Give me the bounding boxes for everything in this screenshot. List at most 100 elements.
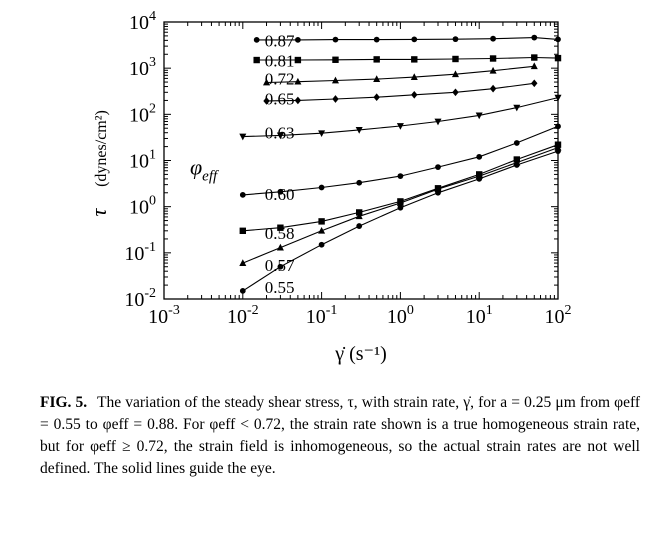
x-tick-label: 10-2 — [227, 303, 259, 328]
x-tick-label: 101 — [466, 303, 493, 328]
data-point — [531, 34, 538, 41]
series-label-0.81: 0.81 — [265, 52, 295, 71]
x-tick-label: 10-3 — [148, 303, 180, 328]
data-point — [263, 78, 271, 86]
data-point — [276, 243, 284, 251]
data-point — [318, 226, 326, 234]
x-axis-label: γ̇ (s⁻¹) — [334, 343, 387, 365]
y-tick-label: 103 — [129, 55, 156, 80]
x-tick-label: 100 — [387, 303, 414, 328]
data-point — [554, 94, 562, 102]
data-point — [277, 263, 284, 270]
data-point — [294, 56, 302, 64]
y-axis-label-units: (dynes/cm²) — [93, 110, 110, 187]
y-tick-label: 102 — [129, 101, 156, 126]
y-tick-label: 10-1 — [124, 240, 156, 265]
caption-text: The variation of the steady shear stress… — [40, 394, 640, 477]
series-label-0.72: 0.72 — [265, 69, 295, 88]
data-point — [318, 184, 325, 191]
data-point — [452, 88, 459, 97]
data-point — [397, 204, 404, 211]
data-point — [513, 140, 520, 146]
data-point — [294, 96, 302, 105]
data-point — [396, 199, 404, 206]
data-point — [373, 56, 380, 63]
chart: 10-3 10-2 10-1 100 101 102 10-2 10-1 100 101 102 10… — [86, 9, 572, 365]
data-point — [356, 179, 363, 186]
data-point — [318, 130, 326, 138]
data-point — [452, 36, 459, 43]
data-point — [396, 123, 404, 130]
data-point — [239, 227, 246, 235]
data-point — [555, 36, 561, 43]
data-point — [531, 79, 538, 88]
series-line-0.81 — [256, 56, 559, 61]
data-point — [355, 127, 363, 134]
data-point — [489, 84, 497, 93]
data-point — [239, 192, 246, 198]
x-tick-label: 102 — [545, 303, 572, 328]
series-label-0.63: 0.63 — [265, 124, 295, 143]
data-point — [513, 162, 520, 168]
data-point — [489, 55, 497, 62]
data-point — [490, 35, 496, 42]
data-point — [451, 70, 459, 78]
data-point — [411, 36, 418, 43]
data-point — [373, 75, 381, 82]
chart-svg: 10-3 10-2 10-1 100 101 10210-210-110010110210… — [86, 9, 572, 365]
data-point — [332, 36, 339, 43]
y-axis-label-group: τ (dynes/cm²) — [86, 110, 111, 216]
data-point — [452, 55, 459, 63]
data-point — [435, 164, 441, 170]
data-point — [276, 132, 284, 140]
series-label-0.65: 0.65 — [265, 90, 295, 109]
data-point — [318, 218, 325, 225]
data-point — [475, 112, 483, 120]
data-point — [530, 62, 538, 70]
data-point — [239, 287, 246, 294]
data-point — [263, 97, 270, 105]
data-point — [331, 76, 339, 84]
data-point — [253, 56, 260, 64]
data-point — [489, 66, 497, 74]
data-point — [239, 133, 247, 141]
data-point — [277, 188, 284, 195]
data-point — [411, 90, 418, 99]
series-line-0.72 — [266, 65, 535, 84]
data-point — [373, 93, 380, 102]
data-point — [332, 56, 339, 63]
data-point — [476, 175, 483, 182]
data-point — [355, 212, 363, 220]
data-point — [434, 118, 442, 126]
data-point — [555, 123, 561, 130]
series-line-0.87 — [256, 37, 559, 41]
plot-frame — [163, 21, 559, 300]
data-point — [294, 77, 302, 85]
y-axis-label-symbol: τ — [86, 207, 111, 216]
data-point — [513, 104, 521, 112]
data-point — [476, 153, 483, 160]
series-label-0.87: 0.87 — [265, 31, 295, 50]
data-point — [397, 173, 404, 179]
y-tick-label: 10-2 — [124, 286, 156, 311]
data-point — [318, 241, 325, 248]
data-point — [294, 36, 301, 43]
data-point — [554, 54, 562, 62]
data-point — [253, 36, 260, 43]
figure-caption: FIG. 5. The variation of the steady shea… — [40, 392, 640, 480]
x-tick-label: 10-1 — [306, 303, 338, 328]
y-tick-label: 104 — [129, 9, 156, 34]
series-line-0.65 — [266, 82, 535, 102]
data-point — [435, 189, 441, 196]
data-point — [239, 259, 247, 266]
legend-title: φeff — [190, 154, 219, 184]
data-point — [277, 224, 284, 231]
series-label-0.58: 0.58 — [265, 224, 295, 243]
series-label-0.55: 0.55 — [265, 278, 295, 297]
series-label-0.60: 0.60 — [265, 185, 295, 204]
data-point — [434, 185, 442, 192]
data-point — [332, 95, 339, 103]
data-point — [531, 54, 538, 61]
y-tick-label: 101 — [129, 148, 156, 173]
data-point — [410, 73, 418, 80]
